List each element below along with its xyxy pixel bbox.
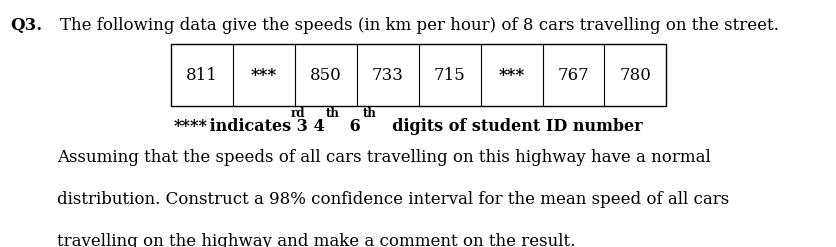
Text: 780: 780 bbox=[619, 67, 651, 84]
Text: ****: **** bbox=[174, 118, 208, 135]
Text: 733: 733 bbox=[372, 67, 404, 84]
Text: rd: rd bbox=[291, 107, 305, 120]
Text: th: th bbox=[326, 107, 340, 120]
Text: Assuming that the speeds of all cars travelling on this highway have a normal: Assuming that the speeds of all cars tra… bbox=[57, 149, 711, 166]
Text: ***: *** bbox=[251, 67, 278, 84]
Text: 715: 715 bbox=[434, 67, 466, 84]
Text: ***: *** bbox=[498, 67, 525, 84]
Text: The following data give the speeds (in km per hour) of 8 cars travelling on the : The following data give the speeds (in k… bbox=[60, 17, 779, 34]
Text: Q3.: Q3. bbox=[10, 17, 42, 34]
Text: digits of student ID number: digits of student ID number bbox=[381, 118, 643, 135]
Text: 811: 811 bbox=[186, 67, 218, 84]
Text: 767: 767 bbox=[558, 67, 589, 84]
Text: distribution. Construct a 98% confidence interval for the mean speed of all cars: distribution. Construct a 98% confidence… bbox=[57, 191, 729, 208]
Text: 850: 850 bbox=[310, 67, 342, 84]
Text: th: th bbox=[363, 107, 377, 120]
Text: 4: 4 bbox=[308, 118, 324, 135]
Text: 6: 6 bbox=[344, 118, 361, 135]
Text: travelling on the highway and make a comment on the result.: travelling on the highway and make a com… bbox=[57, 233, 575, 247]
Text: indicates 3: indicates 3 bbox=[204, 118, 308, 135]
